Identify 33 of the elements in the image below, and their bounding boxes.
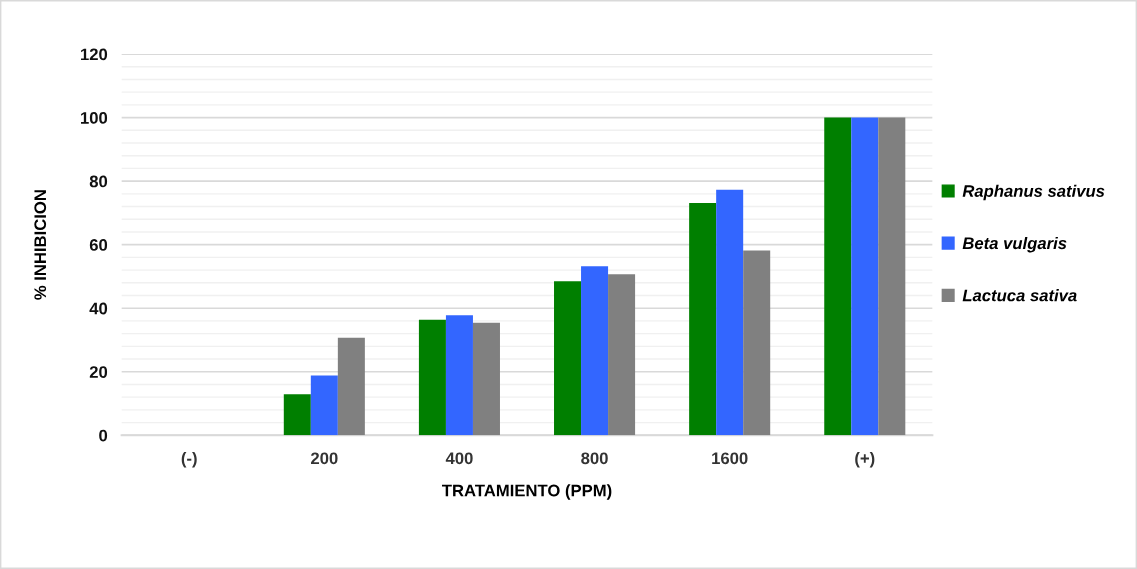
bar [445, 315, 473, 436]
bar [418, 319, 446, 436]
y-tick-label: 40 [89, 302, 108, 315]
x-tick-label: 200 [311, 452, 338, 465]
bar [851, 117, 879, 436]
bar [689, 203, 717, 436]
x-tick-label: 800 [581, 452, 608, 465]
bar [283, 394, 311, 436]
y-tick-label: 60 [89, 239, 108, 251]
x-axis-title: TRATAMIENTO (PPM) [442, 484, 612, 500]
bar [581, 266, 609, 436]
y-tick-label: 100 [81, 111, 108, 124]
bar [878, 117, 906, 436]
bar [824, 117, 852, 436]
x-tick-label: 400 [445, 452, 473, 465]
bar [337, 337, 365, 436]
bar [608, 274, 636, 436]
x-tick-label: 1600 [712, 452, 748, 465]
legend-label: Beta vulgaris [962, 236, 1067, 253]
legend-label: Raphanus sativus [962, 184, 1105, 201]
bar [310, 375, 338, 436]
bar [743, 250, 771, 436]
x-tick-label: (-) [181, 451, 197, 468]
y-axis-title: % INHIBICION [34, 190, 47, 300]
legend-label: Lactuca sativa [962, 289, 1077, 302]
y-tick-label: 120 [81, 48, 108, 61]
bar [472, 322, 500, 436]
x-tick-label: (+) [855, 451, 875, 468]
y-tick-label: 0 [99, 429, 108, 442]
bar [554, 281, 582, 436]
bar [716, 189, 744, 436]
y-tick-label: 80 [89, 175, 108, 188]
y-tick-label: 20 [89, 366, 108, 378]
